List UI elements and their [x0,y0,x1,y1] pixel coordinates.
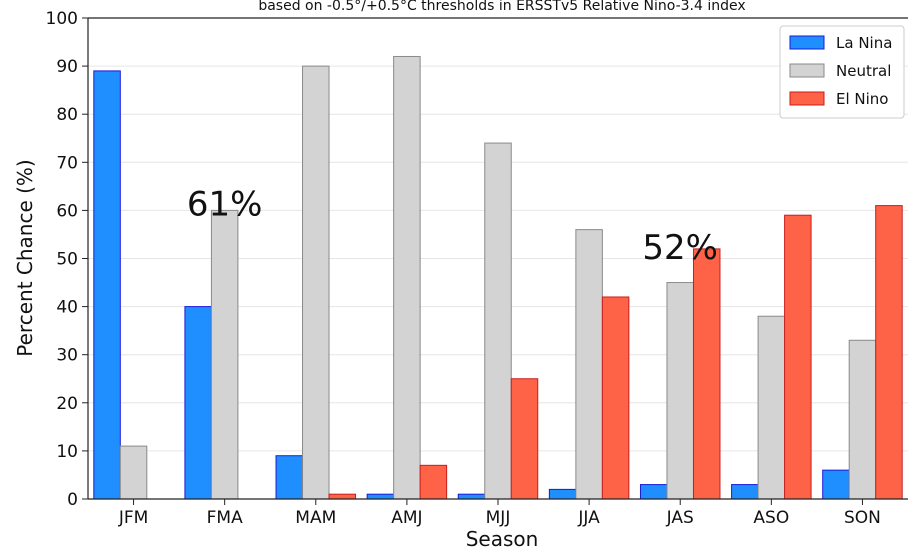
y-tick-label: 70 [56,153,78,173]
bar-la-nina-son [822,469,850,500]
x-tick-label: FMA [207,508,243,528]
annotation-label: 52% [642,228,718,268]
bar-neutral-jja [575,229,603,500]
bar-el-nino-mam [328,493,357,500]
bar-neutral-son [848,339,877,500]
y-tick-label: 60 [56,201,78,221]
bar-neutral-aso [757,315,786,500]
legend: La Nina Neutral El Nino [779,25,905,119]
y-tick-label: 90 [56,57,78,77]
bar-el-nino-son [875,205,903,500]
x-tick-label: SON [844,508,881,528]
x-axis-label: Season [466,527,539,551]
y-tick-label: 0 [67,490,78,510]
legend-label: La Nina [836,34,892,52]
x-tick-label: ASO [753,508,789,528]
bar-la-nina-jas [639,484,668,500]
y-tick-label: 100 [46,9,78,29]
y-ticks: 0 10 20 30 40 50 60 70 80 90 100 [46,9,88,510]
y-tick-label: 30 [56,346,78,366]
bar-neutral-jfm [119,445,148,500]
annotations: 61% 52% [187,185,718,268]
legend-swatch [789,63,825,78]
bar-neutral-amj [393,55,421,500]
legend-label: El Nino [836,90,889,108]
y-tick-label: 40 [56,298,78,318]
y-tick-label: 80 [56,105,78,125]
chart-title: based on -0.5°/+0.5°C thresholds in ERSS… [258,0,745,14]
x-tick-label: MJJ [486,508,511,528]
bar-la-nina-mam [275,455,304,500]
x-tick-label: JFM [118,508,148,528]
bar-el-nino-jas [692,248,721,500]
bar-el-nino-jja [601,296,630,500]
bar-neutral-fma [210,209,239,500]
bar-el-nino-aso [784,214,812,500]
y-axis-label: Percent Chance (%) [13,159,37,356]
annotation-label: 61% [187,185,263,225]
x-tick-label: JAS [666,508,694,528]
bar-la-nina-fma [184,306,212,500]
y-tick-label: 50 [56,250,78,270]
bar-el-nino-mjj [510,378,539,500]
legend-swatch [789,35,825,50]
bar-neutral-jas [666,282,694,500]
legend-swatch [789,91,825,106]
y-tick-label: 10 [56,442,78,462]
bar-la-nina-aso [731,484,759,500]
x-ticks: JFM FMA MAM AMJ MJJ JJA JAS ASO SON [118,499,881,528]
y-tick-label: 20 [56,394,78,414]
bars [93,55,903,500]
bar-la-nina-amj [366,493,395,500]
bar-el-nino-amj [419,464,448,500]
x-tick-label: JJA [577,508,600,528]
bar-la-nina-jfm [93,70,121,500]
bar-neutral-mjj [484,142,512,500]
x-tick-label: AMJ [391,508,422,528]
x-tick-label: MAM [295,508,336,528]
legend-label: Neutral [836,62,891,80]
bar-la-nina-jja [548,488,577,500]
bar-la-nina-mjj [457,493,486,500]
bar-neutral-mam [302,65,330,500]
